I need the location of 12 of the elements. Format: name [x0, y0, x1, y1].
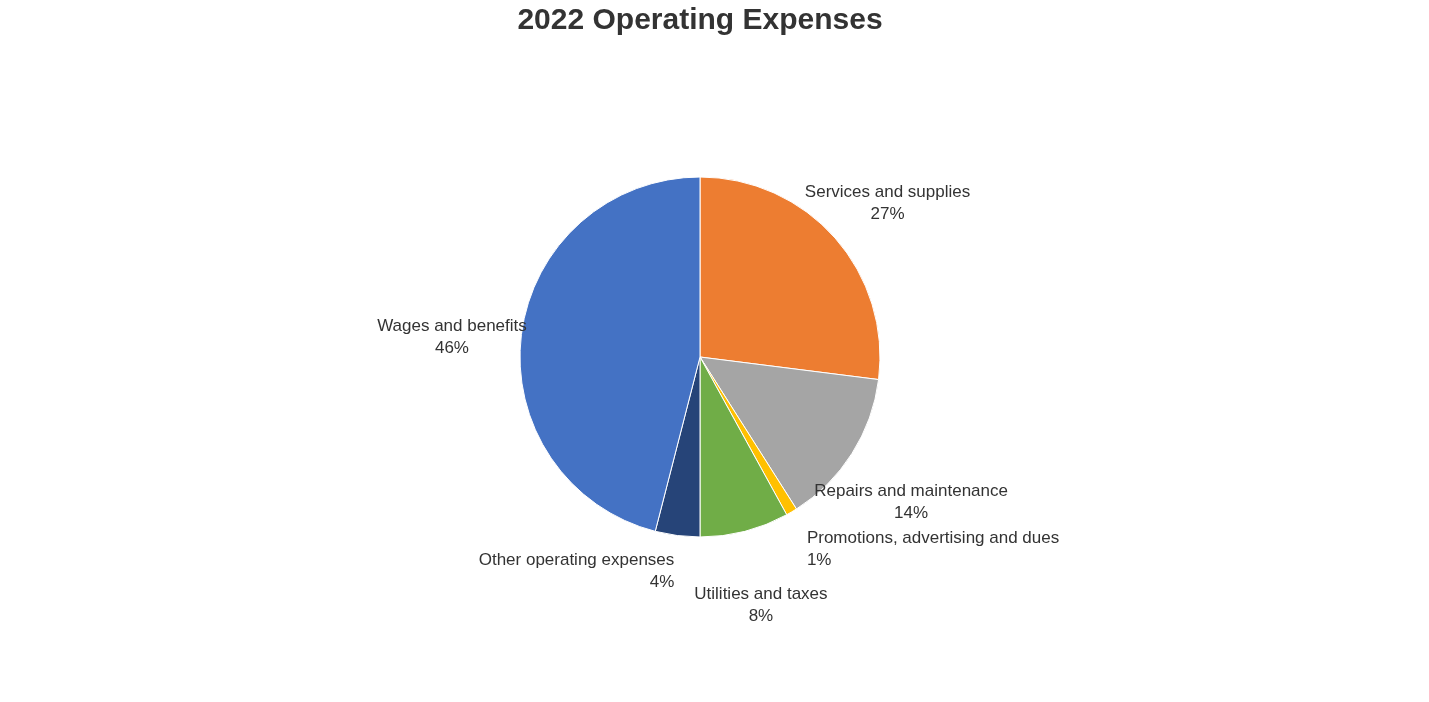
- data-label: 46%: [434, 337, 469, 357]
- chart-title: 2022 Operating Expenses: [517, 2, 883, 35]
- data-label: 27%: [870, 203, 905, 223]
- slice-label: Services and supplies: [804, 181, 971, 201]
- data-label: 14%: [894, 502, 929, 522]
- data-label: 4%: [649, 572, 675, 592]
- slice-label: Promotions, advertising and dues: [806, 527, 1060, 547]
- slice-label: Utilities and taxes: [694, 584, 828, 604]
- data-label: 1%: [806, 549, 832, 569]
- data-label: 8%: [748, 606, 774, 626]
- slice-label: Other operating expenses: [478, 550, 675, 570]
- slice-label: Repairs and maintenance: [814, 480, 1008, 500]
